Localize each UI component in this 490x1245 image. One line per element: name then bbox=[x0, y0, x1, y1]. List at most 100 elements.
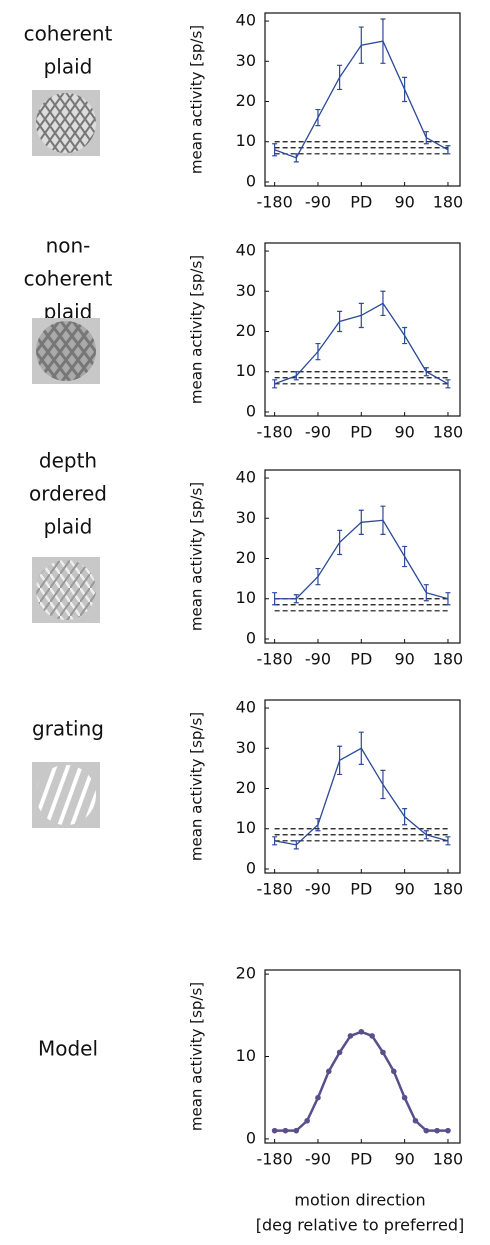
x-tick-label: -180 bbox=[256, 650, 292, 669]
error-bar bbox=[337, 745, 343, 776]
panel: coherent plaid 0 10 20 30 40 -180 -90 PD 90 180 mean… bbox=[24, 11, 464, 212]
stimulus-disc bbox=[36, 765, 96, 825]
x-tick-label: 180 bbox=[433, 880, 464, 899]
data-point bbox=[401, 1094, 408, 1101]
x-tick-label: -90 bbox=[305, 650, 331, 669]
error-bar bbox=[358, 302, 364, 329]
error-bar bbox=[293, 153, 299, 163]
y-tick-label: 40 bbox=[236, 241, 256, 260]
y-tick-label: 20 bbox=[236, 321, 256, 340]
x-tick-label: -180 bbox=[256, 880, 292, 899]
panel: depth ordered plaid 0 10 20 30 40 -180 -90 PD 90 180… bbox=[29, 449, 463, 669]
y-tick-label: 20 bbox=[236, 964, 256, 983]
data-point bbox=[304, 1117, 310, 1124]
error-bar bbox=[272, 836, 278, 846]
plot-frame bbox=[264, 12, 461, 187]
x-tick-label: PD bbox=[350, 880, 372, 899]
error-bar bbox=[272, 143, 278, 157]
plot-frame bbox=[264, 969, 461, 1144]
x-tick-label: PD bbox=[350, 1150, 372, 1169]
y-tick-label: 20 bbox=[236, 548, 256, 567]
stimulus-label: ordered bbox=[29, 482, 107, 506]
error-bar bbox=[358, 731, 364, 765]
error-bar bbox=[272, 379, 278, 389]
error-bar bbox=[272, 592, 278, 606]
error-bar bbox=[358, 26, 364, 64]
x-tick-label: 90 bbox=[394, 193, 414, 212]
stimulus-label: coherent bbox=[24, 22, 113, 46]
error-bar bbox=[445, 379, 451, 389]
data-point bbox=[369, 1033, 375, 1039]
data-point bbox=[271, 1127, 278, 1134]
y-tick-label: 40 bbox=[236, 11, 256, 30]
error-bar bbox=[402, 326, 408, 345]
error-bar bbox=[423, 584, 429, 602]
error-bar bbox=[423, 830, 429, 840]
y-tick-label: 30 bbox=[236, 51, 256, 70]
data-point bbox=[336, 1049, 343, 1056]
x-tick-label: -90 bbox=[305, 880, 331, 899]
error-bar bbox=[445, 592, 451, 606]
x-tick-label: 90 bbox=[394, 650, 414, 669]
y-axis-label: mean activity [sp/s] bbox=[188, 712, 206, 861]
y-tick-label: 40 bbox=[236, 698, 256, 717]
error-bar bbox=[337, 529, 343, 556]
x-tick-label: -90 bbox=[305, 193, 331, 212]
data-point bbox=[282, 1127, 289, 1134]
data-point bbox=[434, 1127, 440, 1134]
error-bar bbox=[380, 505, 386, 535]
y-tick-label: 10 bbox=[236, 361, 256, 380]
error-bar bbox=[293, 371, 299, 381]
y-axis-label: mean activity [sp/s] bbox=[188, 255, 206, 404]
data-point bbox=[412, 1117, 419, 1124]
data-point bbox=[445, 1127, 451, 1134]
x-tick-label: -180 bbox=[256, 193, 292, 212]
x-tick-label: 90 bbox=[394, 1150, 414, 1169]
stimulus-label: grating bbox=[32, 717, 104, 741]
data-point bbox=[325, 1068, 332, 1075]
x-tick-label: -90 bbox=[305, 423, 331, 442]
y-axis-label: mean activity [sp/s] bbox=[188, 982, 206, 1131]
x-axis-label: [deg relative to preferred] bbox=[256, 1216, 465, 1235]
stimulus-disc bbox=[36, 93, 96, 153]
data-point bbox=[347, 1033, 354, 1039]
error-bar bbox=[380, 769, 386, 800]
x-tick-label: -180 bbox=[256, 1150, 292, 1169]
y-axis-label: mean activity [sp/s] bbox=[188, 482, 206, 631]
data-point bbox=[390, 1068, 397, 1075]
error-bar bbox=[445, 836, 451, 846]
y-tick-label: 20 bbox=[236, 778, 256, 797]
error-bar bbox=[293, 840, 299, 850]
y-tick-label: 10 bbox=[236, 818, 256, 837]
data-point bbox=[380, 1049, 386, 1056]
y-tick-label: 20 bbox=[236, 91, 256, 110]
data-line bbox=[274, 1030, 448, 1132]
error-bar bbox=[380, 290, 386, 317]
stimulus-label: plaid bbox=[44, 55, 93, 79]
error-bar bbox=[315, 342, 321, 361]
stimulus-label: non- bbox=[46, 234, 91, 258]
stimulus-label: plaid bbox=[44, 515, 93, 539]
x-tick-label: 90 bbox=[394, 880, 414, 899]
x-axis-label: motion direction bbox=[294, 1191, 425, 1210]
panel: Model 0 10 20 -180 -90 PD 90 180 mean activity [s… bbox=[38, 964, 464, 1235]
x-tick-label: -90 bbox=[305, 1150, 331, 1169]
y-tick-label: 30 bbox=[236, 281, 256, 300]
plot-frame bbox=[264, 699, 461, 874]
x-tick-label: 180 bbox=[433, 423, 464, 442]
x-tick-label: 180 bbox=[433, 650, 464, 669]
y-tick-label: 10 bbox=[236, 1046, 256, 1065]
y-tick-label: 0 bbox=[246, 171, 256, 190]
data-point bbox=[358, 1028, 365, 1035]
error-bar bbox=[423, 367, 429, 377]
error-bar bbox=[402, 76, 408, 103]
error-bar bbox=[402, 808, 408, 826]
error-bar bbox=[293, 594, 299, 604]
error-bar bbox=[445, 145, 451, 155]
stimulus-label: depth bbox=[39, 449, 97, 473]
data-point bbox=[315, 1094, 321, 1101]
y-tick-label: 0 bbox=[246, 1128, 256, 1147]
stimulus-disc bbox=[36, 560, 96, 620]
x-tick-label: -180 bbox=[256, 423, 292, 442]
